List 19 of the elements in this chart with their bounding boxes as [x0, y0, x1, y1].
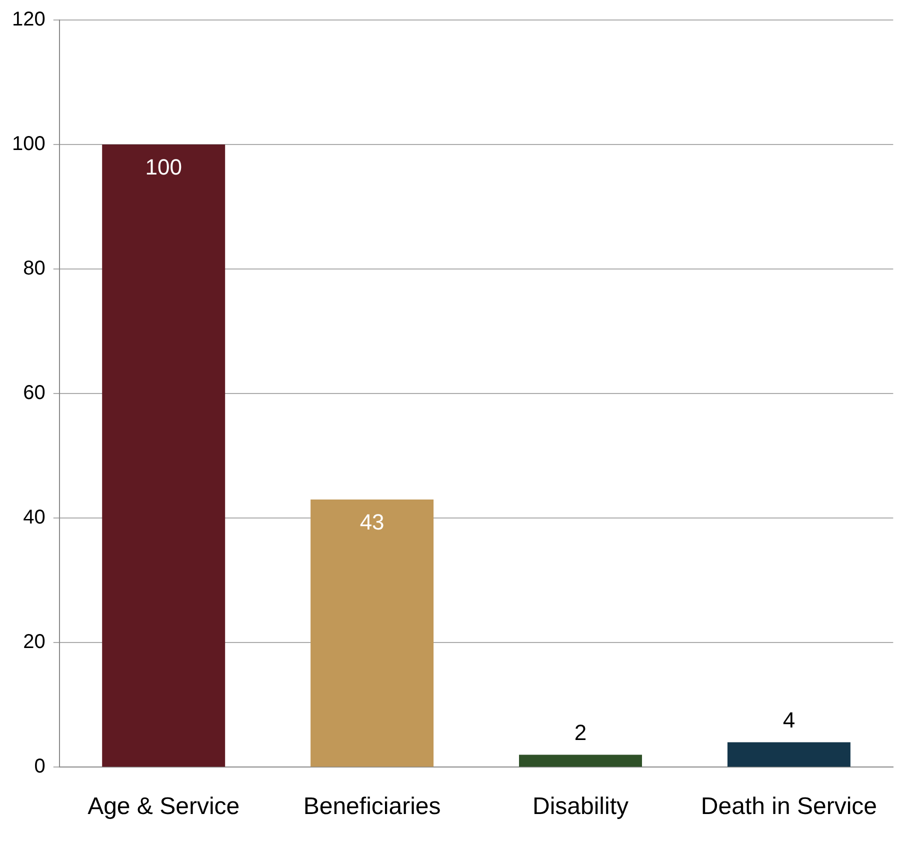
x-tick-label: Death in Service	[700, 793, 878, 820]
data-label: 4	[782, 707, 796, 732]
data-label: 2	[574, 720, 587, 745]
y-tick-label: 0	[34, 756, 46, 778]
y-tick-label: 40	[23, 506, 46, 529]
x-tick-label: Age & Service	[88, 793, 240, 820]
y-tick-label: 60	[23, 382, 46, 404]
y-tick-label: 20	[23, 631, 46, 654]
y-tick-label: 120	[12, 8, 46, 31]
data-label: 43	[360, 510, 384, 535]
bar	[102, 144, 226, 767]
y-tick-label: 80	[23, 258, 46, 280]
bar	[310, 499, 434, 767]
x-tick-label: Disability	[532, 793, 629, 820]
y-tick-label: 100	[12, 133, 46, 156]
bar	[727, 742, 850, 767]
x-tick-label: Beneficiaries	[303, 793, 441, 820]
bar	[519, 754, 642, 767]
data-label: 100	[145, 154, 182, 180]
